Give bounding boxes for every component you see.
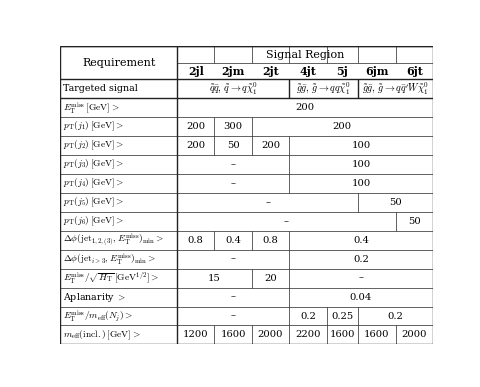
Text: 50: 50 [388, 198, 401, 207]
Text: –: – [230, 312, 235, 320]
Text: Requirement: Requirement [82, 58, 155, 68]
Text: 100: 100 [351, 160, 370, 169]
Text: 6jm: 6jm [364, 65, 388, 77]
Text: –: – [283, 217, 288, 226]
Text: –: – [230, 179, 235, 188]
Text: 0.4: 0.4 [225, 236, 240, 245]
Text: 200: 200 [332, 122, 351, 131]
Text: –: – [358, 274, 363, 283]
Text: 2200: 2200 [294, 330, 320, 339]
Text: 0.2: 0.2 [387, 312, 403, 320]
Text: 5j: 5j [336, 65, 348, 77]
Text: 6jt: 6jt [405, 65, 422, 77]
Text: 4jt: 4jt [299, 65, 316, 77]
Text: Targeted signal: Targeted signal [62, 84, 137, 93]
Text: $\Delta\phi(\mathrm{jet}_{1,2,(3)}, E_{\mathrm{T}}^{\mathrm{miss}})_{\mathrm{min: $\Delta\phi(\mathrm{jet}_{1,2,(3)}, E_{\… [62, 231, 164, 249]
Text: $E_{\mathrm{T}}^{\mathrm{miss}}/m_{\mathrm{eff}}(N_j) >$: $E_{\mathrm{T}}^{\mathrm{miss}}/m_{\math… [62, 308, 132, 324]
Text: 0.8: 0.8 [262, 236, 278, 245]
Text: 1600: 1600 [363, 330, 389, 339]
Text: 50: 50 [407, 217, 420, 226]
Text: $E_{\mathrm{T}}^{\mathrm{miss}}\,[\mathrm{GeV}] >$: $E_{\mathrm{T}}^{\mathrm{miss}}\,[\mathr… [62, 100, 119, 115]
Text: –: – [264, 198, 270, 207]
Text: 1200: 1200 [182, 330, 208, 339]
Text: $\tilde{q}\bar{q},\, \tilde{q} \rightarrow q\tilde{\chi}_1^0$: $\tilde{q}\bar{q},\, \tilde{q} \rightarr… [208, 81, 257, 97]
Text: $p_{\mathrm{T}}(j_2)\,[\mathrm{GeV}] >$: $p_{\mathrm{T}}(j_2)\,[\mathrm{GeV}] >$ [62, 139, 123, 152]
Text: $\Delta\phi(\mathrm{jet}_{i>3}, E_{\mathrm{T}}^{\mathrm{miss}})_{\mathrm{min}} >: $\Delta\phi(\mathrm{jet}_{i>3}, E_{\math… [62, 251, 156, 267]
Text: 2jt: 2jt [262, 65, 278, 77]
Text: 2000: 2000 [257, 330, 283, 339]
Text: Aplanarity $>$: Aplanarity $>$ [62, 291, 126, 303]
Text: 20: 20 [264, 274, 276, 283]
Text: –: – [230, 160, 235, 169]
Text: $p_{\mathrm{T}}(j_1)\,[\mathrm{GeV}] >$: $p_{\mathrm{T}}(j_1)\,[\mathrm{GeV}] >$ [62, 120, 123, 133]
Text: $p_{\mathrm{T}}(j_6)\,[\mathrm{GeV}] >$: $p_{\mathrm{T}}(j_6)\,[\mathrm{GeV}] >$ [62, 215, 123, 228]
Text: 0.25: 0.25 [331, 312, 353, 320]
Text: 100: 100 [351, 179, 370, 188]
Text: 0.8: 0.8 [187, 236, 203, 245]
Text: 15: 15 [207, 274, 220, 283]
Text: $\tilde{g}\bar{g},\, \tilde{g} \rightarrow qq\tilde{\chi}_1^0$: $\tilde{g}\bar{g},\, \tilde{g} \rightarr… [296, 81, 350, 97]
Text: 1600: 1600 [220, 330, 245, 339]
Text: 0.2: 0.2 [352, 255, 368, 264]
Text: 200: 200 [186, 141, 205, 150]
Text: 1600: 1600 [329, 330, 354, 339]
Text: 300: 300 [223, 122, 242, 131]
Text: 200: 200 [186, 122, 205, 131]
Text: Signal Region: Signal Region [265, 50, 344, 60]
Text: 0.2: 0.2 [299, 312, 315, 320]
Text: –: – [230, 255, 235, 264]
Text: 0.04: 0.04 [349, 293, 372, 301]
Text: 2jl: 2jl [187, 65, 203, 77]
Text: $p_{\mathrm{T}}(j_4)\,[\mathrm{GeV}] >$: $p_{\mathrm{T}}(j_4)\,[\mathrm{GeV}] >$ [62, 177, 123, 190]
Text: 200: 200 [295, 103, 314, 112]
Text: 2jm: 2jm [221, 65, 244, 77]
Text: 100: 100 [351, 141, 370, 150]
Text: $E_{\mathrm{T}}^{\mathrm{miss}}/\sqrt{H_{\mathrm{T}}}\,[\mathrm{GeV}^{1/2}] >$: $E_{\mathrm{T}}^{\mathrm{miss}}/\sqrt{H_… [62, 271, 158, 286]
Text: 200: 200 [260, 141, 279, 150]
Text: –: – [230, 293, 235, 301]
Text: 50: 50 [226, 141, 239, 150]
Text: 0.4: 0.4 [352, 236, 368, 245]
Text: 2000: 2000 [401, 330, 426, 339]
Text: $\tilde{g}\bar{g},\, \tilde{g} \rightarrow q\bar{q}'W\tilde{\chi}_1^0$: $\tilde{g}\bar{g},\, \tilde{g} \rightarr… [361, 81, 428, 97]
Text: $p_{\mathrm{T}}(j_5)\,[\mathrm{GeV}] >$: $p_{\mathrm{T}}(j_5)\,[\mathrm{GeV}] >$ [62, 196, 123, 209]
Text: $p_{\mathrm{T}}(j_3)\,[\mathrm{GeV}] >$: $p_{\mathrm{T}}(j_3)\,[\mathrm{GeV}] >$ [62, 158, 123, 171]
Text: $m_{\mathrm{eff}}(\mathrm{incl.})\,[\mathrm{GeV}] >$: $m_{\mathrm{eff}}(\mathrm{incl.})\,[\mat… [62, 328, 140, 342]
